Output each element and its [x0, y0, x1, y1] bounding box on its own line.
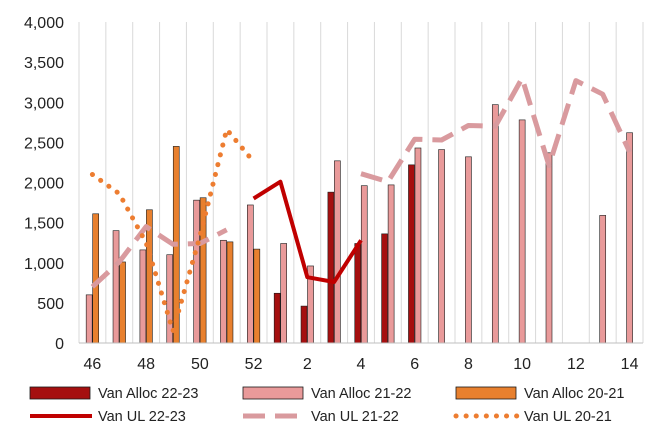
bar-van-alloc-21-22 [334, 160, 341, 344]
bar-van-alloc-21-22 [626, 132, 633, 344]
bar-van-alloc-21-22 [491, 104, 499, 344]
x-tick-label: 50 [191, 356, 209, 373]
legend-label-van-alloc-20-21: Van Alloc 20-21 [524, 386, 625, 402]
bar-van-alloc-21-22 [414, 147, 422, 344]
grid-lines [78, 22, 644, 343]
y-tick-label: 2,000 [24, 176, 64, 193]
bar-van-alloc-20-21 [119, 261, 126, 344]
legend-label-van-ul-21-22: Van UL 21-22 [311, 409, 399, 425]
line-van-ul-21-22 [360, 75, 632, 185]
line-van-ul-22-23 [252, 179, 363, 284]
legend-swatch-van-alloc-21-22 [242, 386, 304, 400]
y-tick-label: 4,000 [24, 15, 64, 32]
x-tick-label: 14 [621, 356, 639, 373]
bar-van-alloc-22-23 [273, 292, 281, 344]
bar-van-alloc-20-21 [253, 248, 261, 344]
bar-series [85, 104, 633, 344]
y-tick-label: 1,000 [24, 256, 64, 273]
x-tick-label: 48 [137, 356, 155, 373]
legend-label-van-alloc-22-23: Van Alloc 22-23 [98, 386, 199, 402]
bar-van-alloc-21-22 [545, 152, 553, 344]
x-tick-label: 46 [84, 356, 102, 373]
bar-van-alloc-21-22 [112, 230, 120, 344]
bar-van-alloc-21-22 [387, 184, 395, 344]
y-tick-label: 0 [55, 336, 64, 353]
line-series [89, 75, 632, 334]
bar-van-alloc-20-21 [199, 197, 207, 344]
legend-label-van-ul-20-21: Van UL 20-21 [524, 409, 612, 425]
y-tick-label: 500 [37, 296, 64, 313]
x-tick-label: 12 [567, 356, 585, 373]
y-tick-label: 1,500 [24, 216, 64, 233]
bar-van-alloc-21-22 [139, 249, 147, 344]
bar-van-alloc-20-21 [226, 241, 234, 344]
bar-van-alloc-21-22 [438, 149, 445, 344]
bar-van-alloc-21-22 [85, 294, 93, 344]
bar-van-alloc-21-22 [360, 185, 368, 344]
legend: Van Alloc 22-23 Van Alloc 21-22 Van Alloc … [29, 386, 625, 425]
bar-van-alloc-21-22 [220, 239, 227, 344]
legend-label-van-ul-22-23: Van UL 22-23 [98, 409, 186, 425]
x-tick-label: 10 [513, 356, 531, 373]
bar-van-alloc-22-23 [381, 233, 388, 344]
bar-van-alloc-21-22 [465, 156, 472, 344]
y-tick-label: 3,000 [24, 95, 64, 112]
line-van-ul-21-22 [90, 224, 228, 289]
bar-van-alloc-22-23 [354, 243, 362, 344]
x-tick-label: 52 [245, 356, 263, 373]
line-van-ul-20-21 [89, 127, 257, 334]
x-tick-label: 6 [410, 356, 419, 373]
y-tick-label: 2,500 [24, 135, 64, 152]
bar-van-alloc-21-22 [518, 119, 526, 344]
bar-van-alloc-21-22 [193, 199, 200, 344]
x-tick-label: 4 [357, 356, 366, 373]
x-tick-label: 8 [464, 356, 473, 373]
legend-swatch-van-alloc-22-23 [29, 386, 91, 400]
legend-swatch-van-alloc-20-21 [455, 386, 517, 400]
x-axis-ticks: 46 48 50 52 2 4 6 8 10 12 14 [84, 356, 639, 373]
bar-van-alloc-22-23 [300, 305, 308, 344]
bar-van-alloc-21-22 [280, 243, 287, 344]
x-tick-label: 2 [303, 356, 312, 373]
bar-van-alloc-22-23 [408, 164, 415, 344]
y-axis-ticks: 0 500 1,000 1,500 2,000 2,500 3,000 3,500 4,000 [24, 15, 64, 353]
y-tick-label: 3,500 [24, 55, 64, 72]
bar-van-alloc-22-23 [327, 191, 335, 344]
bar-van-alloc-21-22 [247, 204, 254, 344]
bar-van-alloc-21-22 [599, 215, 607, 344]
legend-label-van-alloc-21-22: Van Alloc 21-22 [311, 386, 412, 402]
bar-van-alloc-20-21 [92, 213, 99, 344]
